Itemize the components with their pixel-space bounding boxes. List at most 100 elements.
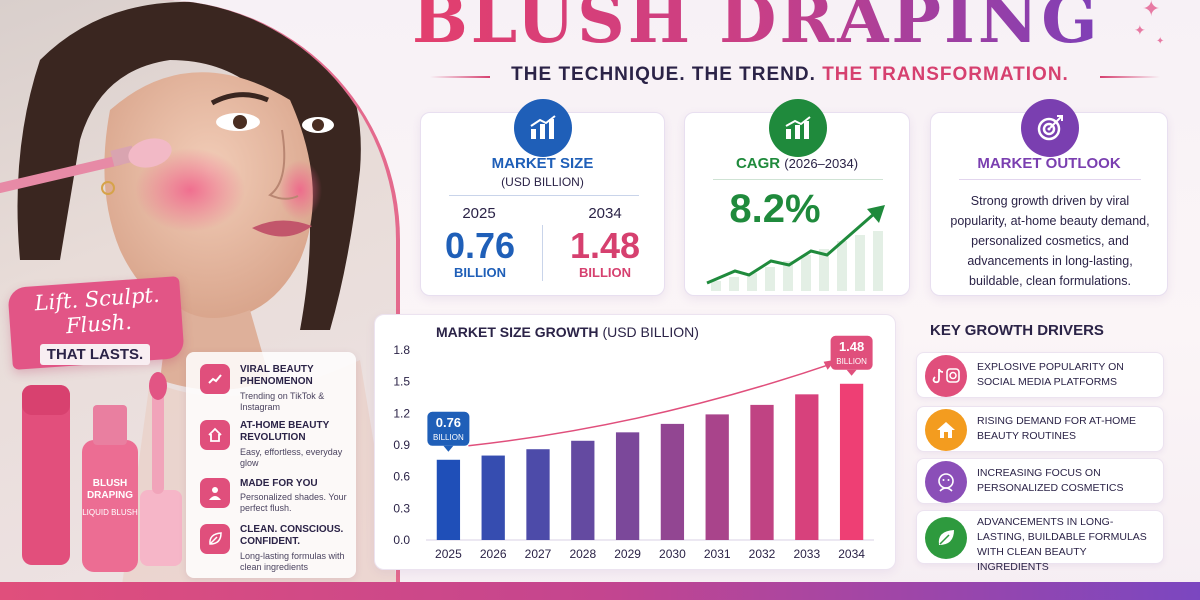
y-tick-label: 1.2 [393,406,410,420]
x-tick-label: 2030 [659,547,686,561]
x-tick-label: 2034 [838,547,865,561]
y-tick-label: 0.0 [393,533,410,547]
x-tick-label: 2029 [614,547,641,561]
market-growth-bar-chart: 0.0 0.3 0.6 0.9 1.2 1.5 1.8 2025 2026 2027 2028 202… [393,335,874,561]
benefit-desc: Trending on TikTok & Instagram [240,391,325,412]
leaf-icon [200,524,230,554]
x-tick-label: 2033 [793,547,820,561]
x-tick-label: 2026 [480,547,507,561]
cagr-value: 8.2% [729,187,821,231]
card-title: MARKET OUTLOOK [977,155,1121,172]
driver-item-home: RISING DEMAND FOR AT-HOME BEAUTY ROUTINE… [916,406,1164,452]
start-value: 0.76 [444,225,516,266]
market-outlook-card: MARKET OUTLOOK Strong growth driven by v… [930,99,1168,296]
page-title: BLUSH DRAPING [412,0,1172,52]
x-tick-label: 2031 [704,547,731,561]
home-icon [200,420,230,450]
y-tick-label: 0.6 [393,470,410,484]
bar [795,394,819,540]
bar [839,383,864,540]
data-label-pointer [443,445,454,452]
driver-text: EXPLOSIVE POPULARITY ON SOCIAL MEDIA PLA… [977,361,1124,388]
outlook-text: Strong growth driven by viral popularity… [950,194,1150,288]
leaf-icon [925,517,967,559]
end-value: 1.48 [569,225,641,266]
subtitle-part-1: THE TECHNIQUE. THE TREND. [511,64,816,85]
benefit-desc: Personalized shades. Your perfect flush. [240,492,347,513]
sparkle-icon: ✦ [1134,22,1146,38]
bar [436,459,461,540]
sparkle-icon: ✦ [1156,36,1165,47]
driver-text: INCREASING FOCUS ON PERSONALIZED COSMETI… [977,467,1124,494]
start-value-unit: BILLION [454,265,506,280]
benefit-title: AT-HOME BEAUTY REVOLUTION [240,420,330,443]
growth-trend-graphic [706,205,885,291]
data-label-value: 1.48 [839,339,864,354]
benefit-title: VIRAL BEAUTY PHENOMENON [240,364,314,387]
cagr-label: CAGR [735,155,781,172]
data-label-unit: BILLION [433,433,464,442]
cagr-period: (2026–2034) [784,156,859,171]
chart-title-unit: (USD BILLION) [602,324,699,340]
trend-arrow-line [468,363,832,447]
subtitle-rule-left [430,76,490,78]
market-size-card: MARKET SIZE (USD BILLION) 2025 2034 0.76… [420,99,665,296]
card-title: CAGR (2026–2034) [685,155,909,172]
driver-item-social: EXPLOSIVE POPULARITY ON SOCIAL MEDIA PLA… [916,352,1164,398]
home-icon [925,409,967,451]
tagline-subtext: THAT LASTS. [40,344,150,365]
face-icon [925,461,967,503]
bar [526,449,550,540]
data-label-pointer [846,369,857,376]
driver-text: ADVANCEMENTS IN LONG-LASTING, BUILDABLE … [977,516,1147,573]
bar [750,404,774,540]
end-year: 2034 [588,205,622,222]
y-tick-label: 0.9 [393,438,410,452]
value-divider [542,225,543,281]
start-year: 2025 [462,205,496,222]
chart-title: MARKET SIZE GROWTH (USD BILLION) [436,324,699,340]
data-label-badge [427,411,470,446]
x-tick-label: 2032 [749,547,776,561]
y-tick-label: 0.3 [393,501,410,515]
subtitle-part-2: THE TRANSFORMATION. [822,64,1069,85]
target-icon [1021,99,1079,157]
x-tick-label: 2027 [525,547,552,561]
trend-icon [200,364,230,394]
benefit-desc: Long-lasting formulas with clean ingredi… [240,551,345,572]
data-label-unit: BILLION [836,357,867,366]
card-title: MARKET SIZE [491,155,594,172]
card-unit: (USD BILLION) [501,175,584,189]
product-label: BLUSH DRAPING LIQUID BLUSH [82,478,138,518]
sparkle-icon: ✦ [1142,0,1161,21]
drivers-title: KEY GROWTH DRIVERS [930,322,1104,339]
benefit-title: CLEAN. CONSCIOUS. CONFIDENT. [240,524,344,547]
person-icon [200,478,230,508]
card-divider [959,179,1141,180]
driver-item-formulas: ADVANCEMENTS IN LONG-LASTING, BUILDABLE … [916,510,1164,573]
product-type: LIQUID BLUSH [82,508,138,517]
page-subtitle: THE TECHNIQUE. THE TREND. THE TRANSFORMA… [420,64,1160,88]
bar [481,455,505,540]
product-name: BLUSH DRAPING [86,478,134,501]
bar [571,440,595,540]
bar [705,414,729,540]
data-label-value: 0.76 [436,415,461,430]
x-tick-label: 2025 [435,547,462,561]
bar-chart-icon [514,99,572,157]
data-label-badge [830,335,873,370]
benefit-title: MADE FOR YOU [240,478,318,489]
y-tick-label: 1.8 [393,343,410,357]
chart-title-text: MARKET SIZE GROWTH [436,324,599,340]
x-tick-label: 2028 [569,547,596,561]
bar [660,423,685,540]
benefits-list: VIRAL BEAUTY PHENOMENON Trending on TikT… [186,352,356,578]
y-tick-label: 1.5 [393,375,410,389]
subtitle-rule-right [1100,76,1160,78]
end-value-unit: BILLION [579,265,631,280]
driver-item-personalized: INCREASING FOCUS ON PERSONALIZED COSMETI… [916,458,1164,504]
footer-bar [0,582,1200,600]
social-media-icon [925,355,967,397]
card-divider [713,179,883,180]
driver-text: RISING DEMAND FOR AT-HOME BEAUTY ROUTINE… [977,415,1137,442]
